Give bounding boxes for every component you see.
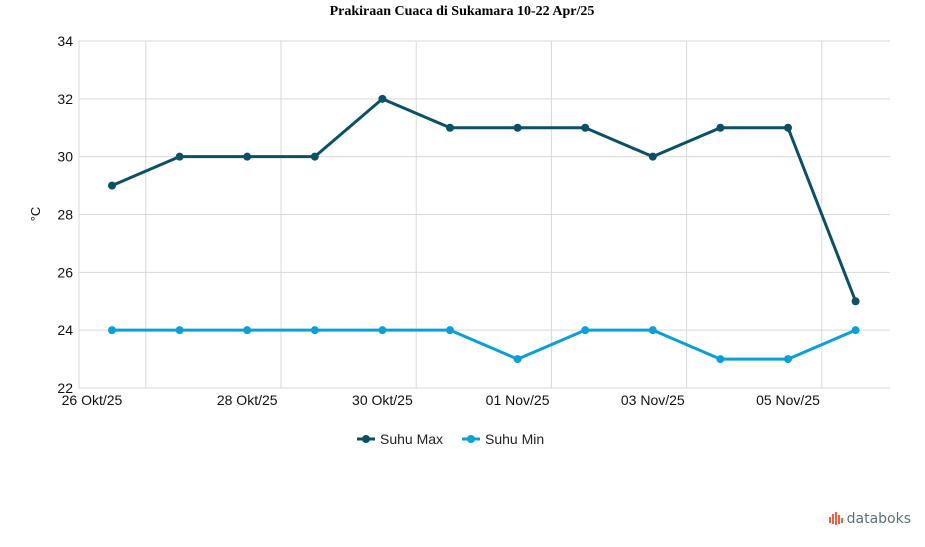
y-tick-label: 24: [57, 322, 73, 338]
series-lines: [108, 94, 860, 364]
data-point[interactable]: [716, 123, 725, 132]
data-point[interactable]: [310, 152, 319, 161]
y-tick-label: 28: [57, 207, 73, 223]
x-tick-label: 01 Nov/25: [486, 392, 550, 408]
series-suhu-min: [108, 326, 860, 364]
y-tick-label: 30: [57, 149, 73, 165]
data-point[interactable]: [108, 181, 116, 190]
legend-item[interactable]: Suhu Min: [462, 431, 544, 447]
data-point[interactable]: [378, 94, 387, 103]
y-axis-label: °C: [28, 207, 43, 222]
data-point[interactable]: [648, 326, 657, 335]
data-point[interactable]: [446, 326, 454, 335]
data-point[interactable]: [243, 326, 252, 335]
series-line: [111, 97, 857, 302]
data-point[interactable]: [716, 355, 725, 364]
series-line: [112, 328, 857, 361]
legend-label: Suhu Max: [380, 431, 443, 447]
x-tick-label: 26 Okt/25: [62, 392, 123, 408]
y-axis-ticks: 22 24 26 28 30 32 34: [57, 33, 73, 396]
data-point[interactable]: [108, 326, 116, 335]
data-point[interactable]: [851, 326, 860, 335]
grid: [78, 40, 890, 389]
data-point[interactable]: [310, 326, 319, 335]
x-axis-ticks: 26 Okt/25 28 Okt/25 30 Okt/25 01 Nov/25 03 N…: [62, 392, 820, 408]
legend-swatch-marker: [362, 435, 370, 443]
data-point[interactable]: [581, 123, 590, 132]
data-point[interactable]: [446, 123, 454, 132]
y-tick-label: 26: [57, 264, 73, 280]
data-point[interactable]: [513, 355, 522, 364]
x-tick-label: 28 Okt/25: [217, 392, 278, 408]
series-suhu-max: [108, 94, 860, 306]
data-point[interactable]: [851, 297, 860, 306]
legend-label: Suhu Min: [485, 431, 544, 447]
databoks-logo-icon: [828, 512, 843, 525]
legend[interactable]: Suhu Max Suhu Min: [357, 431, 544, 447]
y-tick-label: 22: [57, 380, 73, 396]
data-point[interactable]: [784, 355, 792, 364]
data-point[interactable]: [378, 326, 387, 335]
data-point[interactable]: [175, 326, 184, 335]
data-point[interactable]: [175, 152, 184, 161]
y-tick-label: 34: [57, 33, 73, 49]
y-tick-label: 32: [57, 91, 73, 107]
x-tick-label: 05 Nov/25: [756, 392, 820, 408]
legend-swatch-marker: [467, 435, 475, 443]
legend-item[interactable]: Suhu Max: [357, 431, 443, 447]
data-point[interactable]: [784, 123, 792, 132]
data-point[interactable]: [513, 123, 522, 132]
data-point[interactable]: [581, 326, 590, 335]
data-point[interactable]: [243, 152, 252, 161]
data-point[interactable]: [648, 152, 657, 161]
x-tick-label: 30 Okt/25: [352, 392, 413, 408]
watermark-text: databoks: [846, 511, 911, 527]
x-tick-label: 03 Nov/25: [621, 392, 685, 408]
watermark: databoks: [828, 511, 911, 527]
chart-title: Prakiraan Cuaca di Sukamara 10-22 Apr/25: [330, 4, 595, 19]
